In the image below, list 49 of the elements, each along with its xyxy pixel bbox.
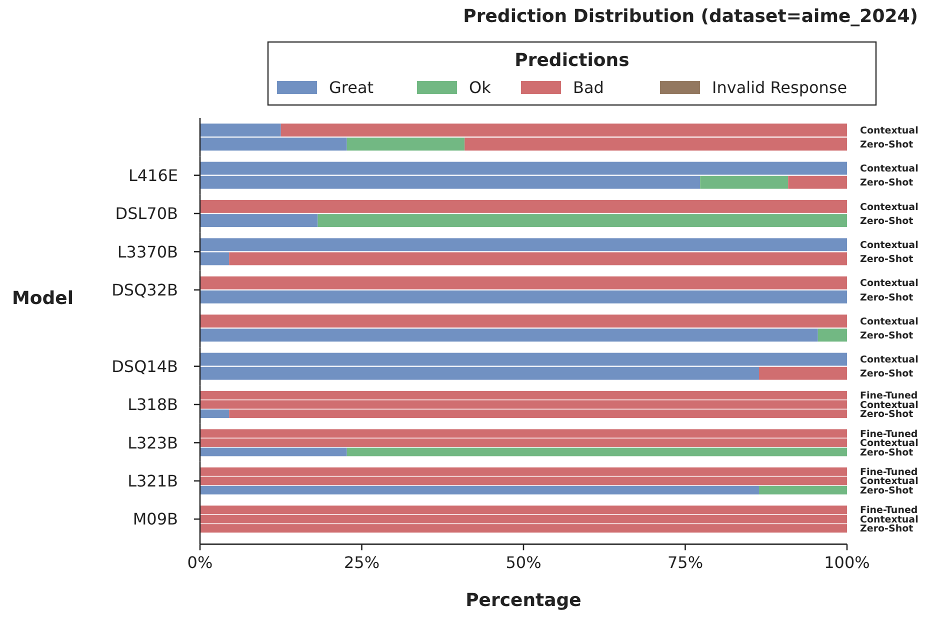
y-tick-label: Contextual [860, 400, 918, 411]
y-tick-label: Zero-Shot [860, 139, 914, 150]
y-tick-label: Zero-Shot [860, 292, 914, 304]
y-tick-label: Fine-Tuned [860, 505, 918, 516]
x-tick-label: 100% [824, 553, 870, 572]
y-tick-label: Zero-Shot [860, 447, 914, 458]
legend-label: Great [329, 78, 374, 98]
y-axis-title: L416E [128, 166, 178, 185]
chart-title: Prediction Distribution (dataset=aime_2024) [463, 6, 918, 27]
y-tick-label: Contextual [860, 316, 918, 328]
x-tick-label: 50% [506, 553, 542, 572]
y-axis-title: L321B [128, 472, 178, 490]
x-tick-label: 0% [187, 553, 213, 572]
y-axis-title: DSL70B [115, 204, 178, 224]
y-tick-label: Zero-Shot [860, 409, 914, 420]
y-tick-label: Contextual [860, 438, 918, 450]
y-tick-label: Zero-Shot [860, 485, 914, 496]
y-tick-label: Contextual [860, 278, 918, 290]
y-tick-label: Zero-Shot [860, 178, 914, 189]
y-tick-label: Contextual [860, 164, 918, 175]
y-axis-title: DSQ32B [112, 280, 178, 300]
bar [346, 138, 465, 151]
y-tick-label: Fine-Tuned [860, 428, 918, 440]
y-tick-label: Contextual [860, 240, 918, 251]
y-tick-label: Fine-Tuned [860, 390, 918, 402]
y-tick-label: Fine-Tuned [860, 466, 918, 478]
text: Model [12, 288, 74, 310]
y-tick-label: Zero-Shot [860, 524, 914, 535]
y-axis-title: L318B [128, 395, 178, 414]
y-tick-label: Contextual [860, 202, 918, 213]
y-tick-label: Contextual [860, 354, 918, 366]
y-tick-label: Zero-Shot [860, 368, 914, 380]
y-tick-label: Contextual [860, 514, 918, 526]
y-tick-label: Zero-Shot [860, 254, 914, 266]
x-tick-label: 25% [344, 553, 380, 572]
y-axis-title: DSQ14B [112, 356, 178, 376]
y-axis-title: L323B [128, 433, 178, 452]
legend-title: Predictions [514, 50, 630, 71]
x-axis-title: Percentage [466, 590, 582, 611]
legend-label: Invalid Response [712, 78, 848, 98]
legend-label: Bad [573, 78, 604, 98]
y-axis-title: M09B [132, 510, 178, 529]
legend-label: Ok [469, 78, 492, 98]
y-tick-label: Zero-Shot [860, 330, 914, 342]
y-tick-label: Contextual [860, 125, 918, 136]
y-tick-label: Contextual [860, 476, 918, 488]
x-tick-label: 75% [667, 553, 704, 572]
y-axis-title: L3370B [117, 242, 178, 262]
y-tick-label: Zero-Shot [860, 216, 914, 227]
